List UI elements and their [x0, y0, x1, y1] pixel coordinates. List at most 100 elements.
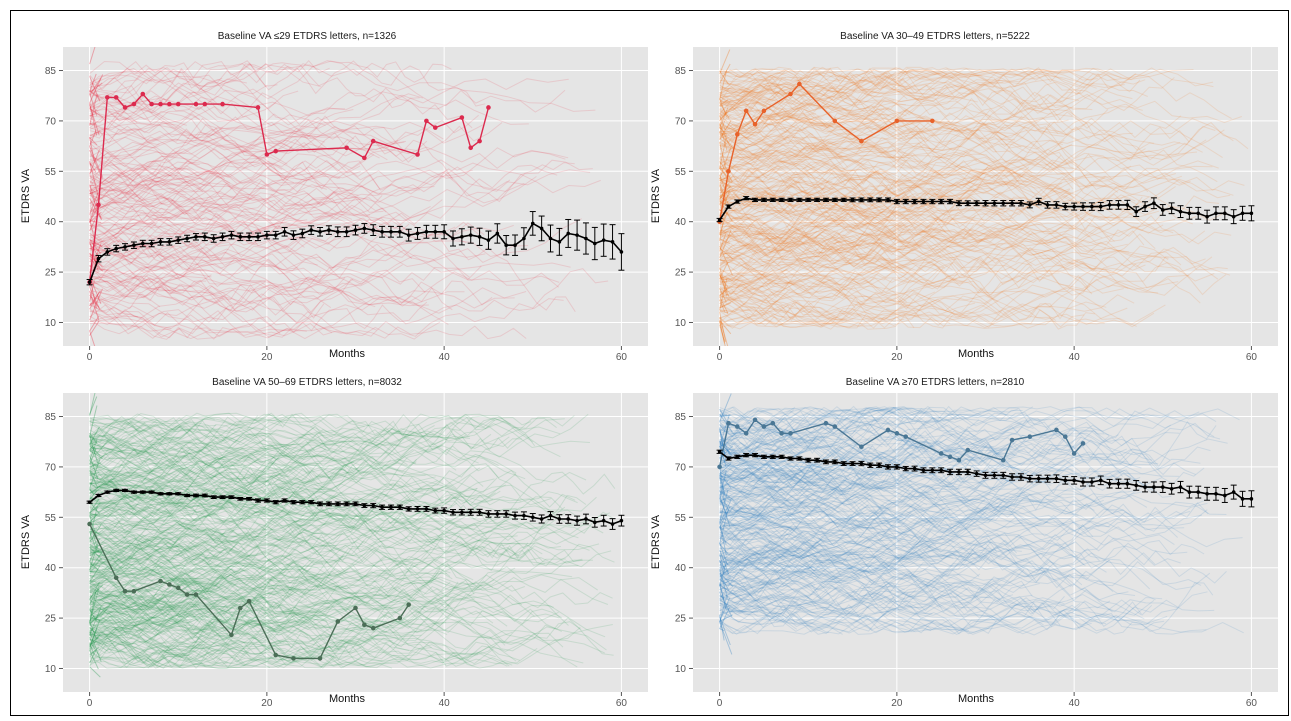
patient-trajectory [719, 564, 1136, 615]
patient-trajectory [89, 278, 354, 316]
patient-trajectory [719, 489, 1203, 537]
patient-trajectory [89, 603, 309, 637]
patient-trajectory [719, 411, 858, 440]
patient-trajectory [89, 155, 361, 181]
baseline-segment [89, 444, 101, 456]
patient-trajectory [719, 189, 1129, 289]
patient-trajectory [719, 408, 904, 450]
mean-point [1187, 211, 1192, 216]
baseline-segment [719, 324, 725, 342]
patient-trajectory [89, 600, 384, 655]
baseline-segment [719, 111, 728, 122]
mean-point [194, 235, 198, 239]
baseline-segment [719, 614, 733, 622]
mean-point [389, 505, 393, 510]
baseline-segment [719, 247, 733, 260]
patient-trajectory [89, 605, 337, 651]
patient-trajectory [89, 503, 364, 562]
patient-trajectory [89, 631, 307, 661]
patient-trajectory [719, 486, 1208, 530]
patient-trajectory [719, 563, 968, 599]
mean-point [1223, 211, 1227, 216]
mean-point [256, 235, 260, 239]
patient-trajectory [89, 563, 133, 572]
example-patient-point [193, 592, 199, 597]
baseline-segment [89, 330, 96, 346]
patient-trajectory [89, 633, 410, 669]
patient-trajectory [719, 444, 1085, 507]
patient-trajectory [719, 87, 820, 96]
patient-trajectory [89, 651, 383, 669]
example-patient-point [894, 118, 900, 124]
patient-trajectory [89, 596, 560, 643]
baseline-segment [89, 396, 98, 415]
patient-trajectory [89, 160, 308, 189]
patient-trajectory [719, 96, 885, 118]
example-patient-point [477, 138, 482, 144]
mean-point [548, 513, 553, 518]
patient-trajectory [89, 506, 566, 606]
patient-trajectory [719, 69, 1141, 135]
patient-trajectory [89, 95, 326, 127]
patient-trajectory [719, 406, 1200, 442]
mean-point [1143, 204, 1147, 209]
patient-trajectory [89, 474, 484, 584]
mean-point [1134, 209, 1138, 214]
patient-trajectory [719, 442, 1016, 501]
patient-trajectory [719, 453, 992, 505]
patient-trajectory [719, 214, 939, 288]
patient-trajectory [719, 406, 825, 438]
patient-trajectory [89, 581, 147, 607]
patient-trajectory [719, 598, 843, 635]
patient-trajectory [719, 509, 951, 593]
patient-trajectory [719, 558, 936, 591]
patient-trajectory [719, 554, 853, 591]
patient-trajectory [719, 81, 1003, 111]
mean-series [86, 211, 625, 286]
patient-trajectory [89, 576, 197, 604]
patient-trajectory [719, 269, 1124, 294]
baseline-segment [719, 63, 731, 84]
mean-point [203, 493, 207, 498]
patient-trajectory [89, 546, 305, 583]
panel-title: Baseline VA 30–49 ETDRS letters, n=5222 [840, 31, 1030, 42]
mean-point [424, 507, 429, 511]
baseline-segment [719, 120, 732, 141]
patient-trajectory [89, 422, 457, 471]
plot-background [63, 47, 648, 346]
patient-trajectory [719, 214, 906, 276]
patient-trajectory [89, 576, 322, 632]
patient-trajectory [719, 223, 1003, 272]
mean-point [291, 233, 296, 237]
mean-point [1036, 199, 1041, 204]
patient-trajectory [89, 479, 462, 509]
mean-point [788, 198, 793, 202]
patient-trajectory [719, 494, 999, 546]
y-tick-label: 55 [675, 167, 687, 178]
baseline-segment [719, 299, 726, 312]
patient-trajectory [89, 515, 354, 605]
patient-trajectory [89, 419, 523, 460]
patient-trajectory [719, 406, 901, 434]
mean-point [1090, 480, 1094, 484]
patient-trajectory [89, 236, 235, 275]
patient-trajectory [719, 197, 1106, 233]
baseline-segment [719, 123, 731, 147]
mean-point [344, 502, 349, 506]
patient-trajectory [719, 194, 1150, 246]
patient-trajectory [89, 454, 388, 506]
patient-trajectory [719, 487, 1100, 562]
patient-trajectory [719, 165, 1071, 257]
baseline-segment [89, 320, 100, 336]
patient-trajectory [89, 600, 225, 645]
mean-point [886, 198, 890, 202]
patient-trajectory [719, 558, 1000, 594]
example-patient-point [468, 145, 474, 151]
baseline-segment [89, 565, 101, 583]
patient-trajectory [89, 441, 331, 485]
patient-trajectory [719, 123, 1059, 283]
mean-point [948, 199, 952, 204]
patient-trajectory [89, 585, 559, 623]
mean-point [468, 233, 473, 237]
patient-trajectory [89, 184, 260, 222]
